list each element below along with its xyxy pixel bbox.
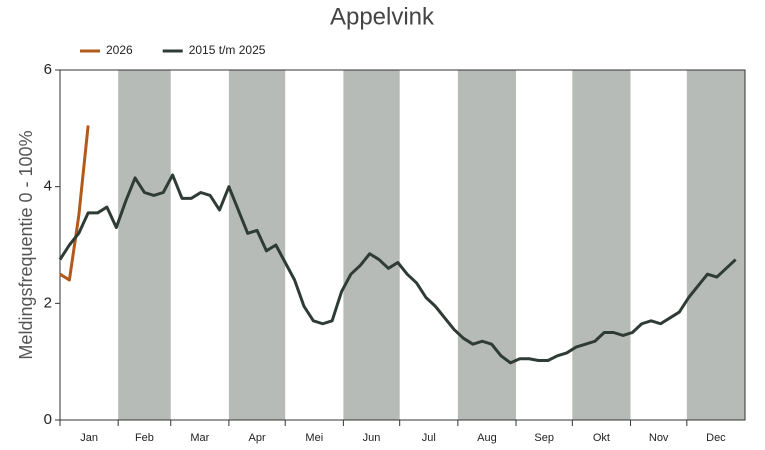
- plot-frame: [59, 69, 746, 421]
- month-band: [686, 70, 745, 420]
- legend-label: 2026: [106, 43, 133, 57]
- x-tick-label: Feb: [135, 432, 154, 444]
- month-band: [572, 70, 631, 420]
- x-tick-label: Aug: [477, 432, 497, 444]
- x-tick-label: Okt: [593, 432, 610, 444]
- series-line: [59, 125, 90, 282]
- x-tick-label: Apr: [248, 432, 265, 444]
- month-band: [343, 70, 400, 420]
- series-line: [58, 173, 737, 365]
- legend-label: 2015 t/m 2025: [189, 43, 266, 57]
- chart-title: Appelvink: [330, 3, 435, 30]
- x-tick-label: Nov: [649, 432, 669, 444]
- x-tick-label: Sep: [534, 432, 554, 444]
- y-tick-label: 6: [44, 61, 52, 78]
- month-band: [457, 70, 517, 420]
- x-tick-label: Mei: [305, 432, 323, 444]
- x-tick-label: Mar: [190, 432, 209, 444]
- y-tick-label: 4: [44, 178, 52, 195]
- x-tick-label: Jun: [363, 432, 381, 444]
- month-band: [118, 70, 171, 420]
- y-tick-label: 2: [44, 294, 52, 311]
- x-tick-label: Jan: [80, 432, 98, 444]
- y-axis-label: Meldingsfrequentie 0 - 100%: [16, 130, 36, 359]
- y-tick-label: 0: [44, 411, 52, 428]
- x-tick-label: Jul: [422, 432, 436, 444]
- x-tick-label: Dec: [706, 432, 726, 444]
